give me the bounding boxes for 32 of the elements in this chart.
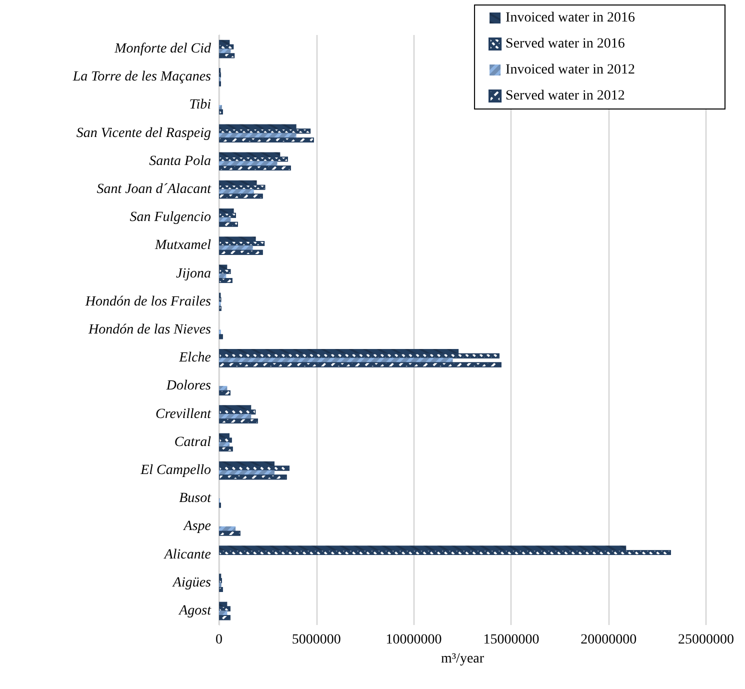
y-tick-label: Hondón de las Nieves	[88, 322, 212, 338]
x-tick-label: 15000000	[483, 632, 540, 648]
legend-label: Invoiced water in 2016	[506, 10, 636, 26]
x-axis-title: m³/year	[440, 651, 484, 666]
legend-label: Served water in 2016	[506, 36, 625, 52]
y-tick-label: Elche	[178, 350, 211, 366]
y-tick-label: Dolores	[165, 378, 212, 394]
y-tick-label: San Fulgencio	[130, 210, 211, 226]
x-tick-label: 20000000	[580, 632, 637, 648]
x-tick-label: 5000000	[292, 632, 341, 648]
y-tick-label: Alicante	[163, 547, 211, 562]
y-tick-label: Santa Pola	[149, 154, 211, 169]
y-tick-label: Tibi	[189, 98, 212, 113]
legend-label: Invoiced water in 2012	[506, 62, 636, 78]
y-tick-label: Jijona	[176, 266, 211, 282]
y-tick-label: Agost	[178, 603, 212, 618]
y-tick-label: San Vicente del Raspeig	[76, 126, 211, 141]
y-tick-label: Monforte del Cid	[114, 42, 212, 57]
y-tick-label: El Campello	[140, 462, 211, 478]
x-tick-label: 10000000	[386, 632, 442, 648]
y-tick-label: Sant Joan d´Alacant	[96, 182, 212, 198]
y-tick-label: Catral	[174, 434, 212, 450]
y-tick-label: Mutxamel	[154, 238, 212, 254]
x-tick-label: 25000000	[678, 632, 734, 648]
y-tick-label: La Torre de les Maçanes	[72, 70, 212, 85]
y-tick-label: Busot	[179, 491, 212, 506]
y-tick-label: Aspe	[182, 519, 211, 534]
y-tick-label: Crevillent	[156, 406, 212, 422]
x-tick-label: 0	[216, 632, 222, 648]
legend-label: Served water in 2012	[506, 88, 625, 104]
y-tick-label: Aigües	[172, 575, 212, 590]
y-tick-label: Hondón de los Frailes	[84, 294, 212, 310]
